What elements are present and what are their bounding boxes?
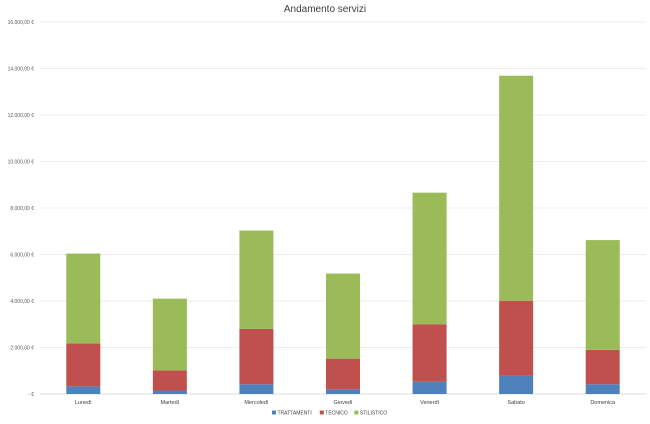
bar-segment-stilistico bbox=[585, 240, 620, 350]
bar-segment-trattamenti bbox=[66, 386, 101, 394]
y-axis-tick-labels: - € 2.000,00 € 4.000,00 € 6.000,00 € 8.000,0… bbox=[8, 20, 35, 398]
y-tick-label: 6.000,00 € bbox=[10, 252, 34, 258]
x-category-label: Giovedì bbox=[334, 400, 353, 406]
bar-segment-trattamenti bbox=[152, 390, 187, 394]
bar-segment-stilistico bbox=[326, 273, 360, 359]
y-tick-label: 8.000,00 € bbox=[10, 206, 34, 212]
bar-segment-tecnico bbox=[66, 343, 101, 387]
bar-segment-trattamenti bbox=[239, 384, 274, 394]
bar-segment-stilistico bbox=[239, 230, 274, 329]
bars bbox=[66, 75, 620, 394]
y-tick-label: 4.000,00 € bbox=[10, 299, 34, 305]
legend-swatch bbox=[354, 410, 359, 415]
x-axis-category-labels: Lunedì Martedì Mercoledì Giovedì Venerdì Saba… bbox=[75, 400, 616, 406]
bar-segment-tecnico bbox=[326, 358, 360, 390]
legend: TRATTAMENTI TECNICO STILISTICO bbox=[272, 410, 387, 417]
chart-title: Andamento servizi bbox=[284, 4, 366, 15]
x-category-label: Venerdì bbox=[420, 400, 439, 406]
x-category-label: Domenica bbox=[590, 400, 616, 406]
bar-segment-trattamenti bbox=[326, 389, 360, 394]
grid-lines bbox=[40, 21, 646, 395]
x-category-label: Martedì bbox=[161, 400, 180, 406]
bar-segment-trattamenti bbox=[499, 375, 534, 394]
y-tick-label: - € bbox=[28, 392, 34, 398]
y-tick-label: 14.000,00 € bbox=[8, 66, 35, 72]
bar-segment-trattamenti bbox=[412, 381, 447, 394]
y-tick-label: 16.000,00 € bbox=[8, 20, 35, 26]
bar-segment-stilistico bbox=[412, 192, 447, 325]
legend-swatch bbox=[319, 410, 324, 415]
bar-segment-tecnico bbox=[585, 349, 620, 385]
legend-swatch bbox=[272, 410, 276, 415]
x-category-label: Sabato bbox=[507, 400, 524, 406]
y-tick-label: 2.000,00 € bbox=[10, 345, 34, 351]
bar-segment-stilistico bbox=[499, 75, 534, 301]
y-tick-label: 12.000,00 € bbox=[8, 113, 35, 119]
bar-segment-stilistico bbox=[152, 298, 187, 371]
x-category-label: Lunedì bbox=[75, 400, 92, 406]
legend-label: STILISTICO bbox=[360, 411, 387, 417]
bar-segment-tecnico bbox=[152, 370, 187, 391]
bar-segment-tecnico bbox=[499, 300, 534, 376]
legend-label: TECNICO bbox=[325, 411, 348, 417]
bar-segment-tecnico bbox=[239, 328, 274, 385]
bar-segment-trattamenti bbox=[585, 384, 620, 394]
y-tick-label: 10.000,00 € bbox=[8, 159, 35, 165]
bar-segment-tecnico bbox=[412, 324, 447, 382]
x-category-label: Mercoledì bbox=[244, 400, 269, 406]
legend-label: TRATTAMENTI bbox=[278, 411, 312, 417]
bar-segment-stilistico bbox=[66, 253, 101, 344]
